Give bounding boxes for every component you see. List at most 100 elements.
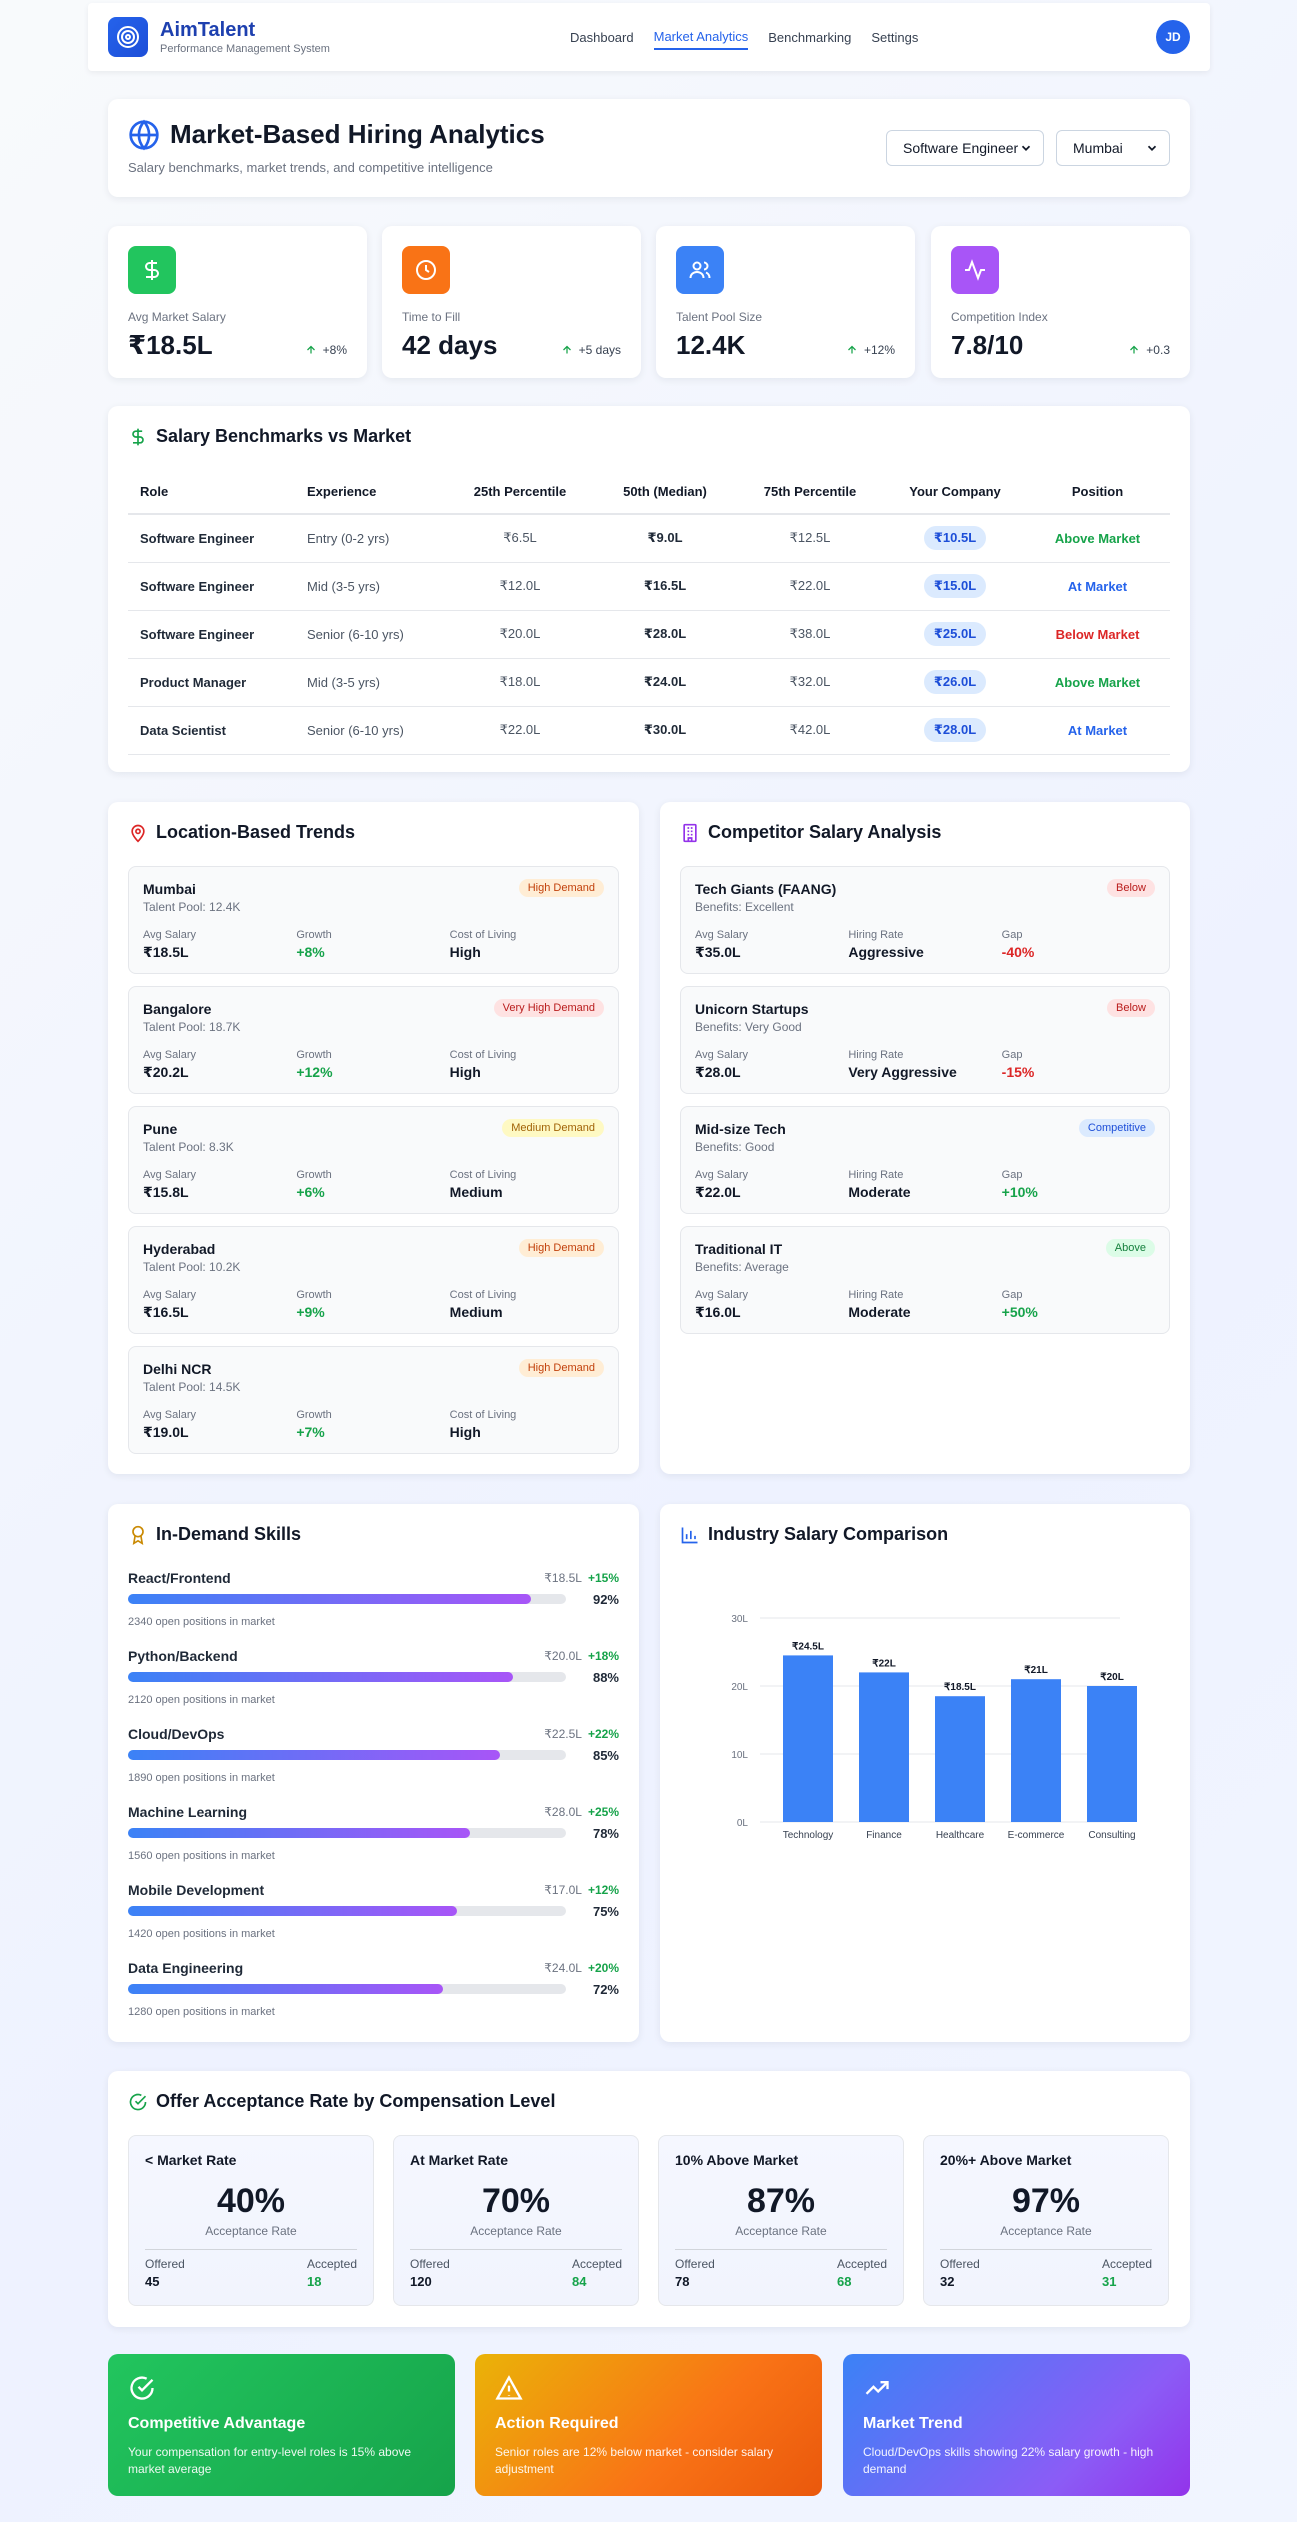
- location-item[interactable]: Pune Talent Pool: 8.3K Medium Demand Avg Sa…: [128, 1106, 619, 1214]
- stat-value: ₹16.5L: [143, 1304, 189, 1320]
- skill-percent: 72%: [592, 1982, 619, 1997]
- location-select[interactable]: Mumbai: [1056, 130, 1170, 166]
- offer-level-card: At Market Rate 70% Acceptance Rate Offered 1…: [393, 2135, 639, 2306]
- y-tick-label: 10L: [731, 1750, 748, 1761]
- competitor-benefits: Benefits: Very Good: [695, 1020, 802, 1034]
- skill-demand-fill: [128, 1984, 444, 1994]
- skill-percent: 88%: [592, 1670, 619, 1685]
- bar[interactable]: [1087, 1686, 1137, 1822]
- location-item[interactable]: Bangalore Talent Pool: 18.7K Very High Dem…: [128, 986, 619, 1094]
- kpi-value: ₹18.5L: [128, 330, 213, 360]
- competitor-badge: Below: [1107, 879, 1155, 897]
- cell-p75: ₹32.0L: [735, 658, 885, 707]
- kpi-delta: +5 days: [561, 343, 621, 357]
- talent-pool: Talent Pool: 8.3K: [143, 1140, 234, 1154]
- kpi-delta: +8%: [305, 343, 347, 357]
- talent-pool: Talent Pool: 14.5K: [143, 1380, 241, 1394]
- offer-acceptance-card: Offer Acceptance Rate by Compensation Le…: [108, 2071, 1190, 2327]
- stat-label: Gap: [1001, 1049, 1023, 1061]
- stat-column: Avg Salary ₹16.5L: [143, 1289, 296, 1321]
- your-company-pill: ₹28.0L: [923, 718, 987, 742]
- skill-salary: ₹17.0L: [544, 1883, 582, 1897]
- arrow-up-icon: [562, 345, 571, 354]
- map-pin-icon: [131, 824, 145, 843]
- nav-market-analytics[interactable]: Market Analytics: [653, 25, 749, 50]
- offer-level-card: 10% Above Market 87% Acceptance Rate Offere…: [658, 2135, 904, 2306]
- bar[interactable]: [859, 1672, 909, 1822]
- arrow-up-icon: [848, 345, 856, 354]
- section-title-text: Industry Salary Comparison: [708, 1524, 949, 1544]
- stat-label: Hiring Rate: [848, 1049, 904, 1061]
- competitor-item[interactable]: Traditional IT Benefits: Average Above Avg …: [680, 1226, 1170, 1334]
- nav-dashboard[interactable]: Dashboard: [570, 29, 634, 45]
- bar-value-label: ₹20L: [1100, 1672, 1124, 1683]
- stat-value: ₹35.0L: [695, 944, 741, 960]
- competitor-badge: Below: [1107, 999, 1155, 1017]
- kpi-delta-value: +5 days: [578, 343, 621, 357]
- location-item[interactable]: Mumbai Talent Pool: 12.4K High Demand Avg S…: [128, 866, 619, 974]
- bar[interactable]: [783, 1655, 833, 1822]
- dollar-icon: [128, 246, 176, 294]
- divider: [675, 2249, 887, 2250]
- insight-card-trend: Market Trend Cloud/DevOps skills showing…: [843, 2354, 1190, 2496]
- skill-demand-bar: [128, 1750, 566, 1760]
- section-title-text: Offer Acceptance Rate by Compensation Le…: [156, 2091, 556, 2111]
- stat-column: Avg Salary ₹28.0L: [695, 1049, 848, 1081]
- stat-value: +9%: [296, 1304, 325, 1320]
- stat-value: High: [449, 1064, 481, 1080]
- location-item[interactable]: Delhi NCR Talent Pool: 14.5K High Demand Av…: [128, 1346, 619, 1454]
- skill-demand-bar: [128, 1984, 566, 1994]
- open-positions: 1280 open positions in market: [128, 2006, 275, 2018]
- kpi-card-competition: Competition Index 7.8/10 +0.3: [931, 226, 1190, 378]
- col-p75: 75th Percentile: [735, 470, 885, 515]
- nav-benchmarking[interactable]: Benchmarking: [768, 29, 852, 45]
- x-tick-label: Consulting: [1088, 1830, 1135, 1841]
- offered-value: 45: [145, 2274, 160, 2289]
- bar[interactable]: [935, 1696, 985, 1822]
- skill-demand-fill: [128, 1750, 501, 1760]
- table-row: Software Engineer Senior (6-10 yrs) ₹20.0L…: [128, 610, 1170, 659]
- nav-settings[interactable]: Settings: [871, 29, 919, 45]
- stat-column: Avg Salary ₹35.0L: [695, 929, 848, 961]
- stat-column: Cost of Living High: [450, 1409, 603, 1441]
- competitor-item[interactable]: Mid-size Tech Benefits: Good Competitive Av…: [680, 1106, 1170, 1214]
- acceptance-percent: 87%: [746, 2182, 816, 2220]
- skill-salary: ₹22.5L: [544, 1727, 582, 1741]
- competitor-benefits: Benefits: Good: [695, 1140, 775, 1154]
- stat-label: Cost of Living: [449, 1289, 517, 1301]
- bar[interactable]: [1011, 1679, 1061, 1822]
- stat-column: Growth +8%: [296, 929, 449, 961]
- skill-demand-bar: [128, 1594, 566, 1604]
- y-tick-label: 0L: [737, 1818, 749, 1829]
- cell-position: Above Market: [1025, 658, 1170, 707]
- skill-growth: +20%: [587, 1961, 619, 1975]
- cell-p25: ₹6.5L: [445, 514, 595, 563]
- competitor-item[interactable]: Tech Giants (FAANG) Benefits: Excellent Be…: [680, 866, 1170, 974]
- offer-level-card: 20%+ Above Market 97% Acceptance Rate Offer…: [923, 2135, 1169, 2306]
- cell-p50: ₹16.5L: [595, 562, 735, 611]
- skill-demand-bar: [128, 1906, 566, 1916]
- insight-title: Action Required: [495, 2415, 619, 2432]
- insight-card-advantage: Competitive Advantage Your compensation …: [108, 2354, 455, 2496]
- skill-percent: 78%: [592, 1826, 619, 1841]
- stat-value: -15%: [1001, 1064, 1035, 1080]
- competitor-benefits: Benefits: Average: [695, 1260, 789, 1274]
- competitor-name: Tech Giants (FAANG): [695, 881, 837, 897]
- avatar[interactable]: JD: [1156, 20, 1190, 54]
- location-item[interactable]: Hyderabad Talent Pool: 10.2K High Demand Av…: [128, 1226, 619, 1334]
- stat-label: Gap: [1001, 1169, 1023, 1181]
- chevron-down-icon: [1021, 145, 1031, 151]
- competitor-item[interactable]: Unicorn Startups Benefits: Very Good Below…: [680, 986, 1170, 1094]
- stat-value: ₹20.2L: [143, 1064, 189, 1080]
- stat-column: Cost of Living High: [450, 929, 603, 961]
- competitor-name: Mid-size Tech: [695, 1121, 786, 1137]
- skill-salary-growth: ₹18.5L +15%: [544, 1571, 619, 1585]
- stat-value: +12%: [296, 1064, 333, 1080]
- role-select[interactable]: Software Engineer: [886, 130, 1044, 166]
- stat-value: Moderate: [848, 1184, 911, 1200]
- location-name: Hyderabad: [143, 1241, 216, 1257]
- skill-percent: 75%: [592, 1904, 619, 1919]
- target-logo-icon[interactable]: [108, 17, 148, 57]
- competitor-stats: Avg Salary ₹28.0L Hiring Rate Very Aggressi…: [695, 1049, 1155, 1081]
- your-company-pill: ₹26.0L: [923, 670, 987, 694]
